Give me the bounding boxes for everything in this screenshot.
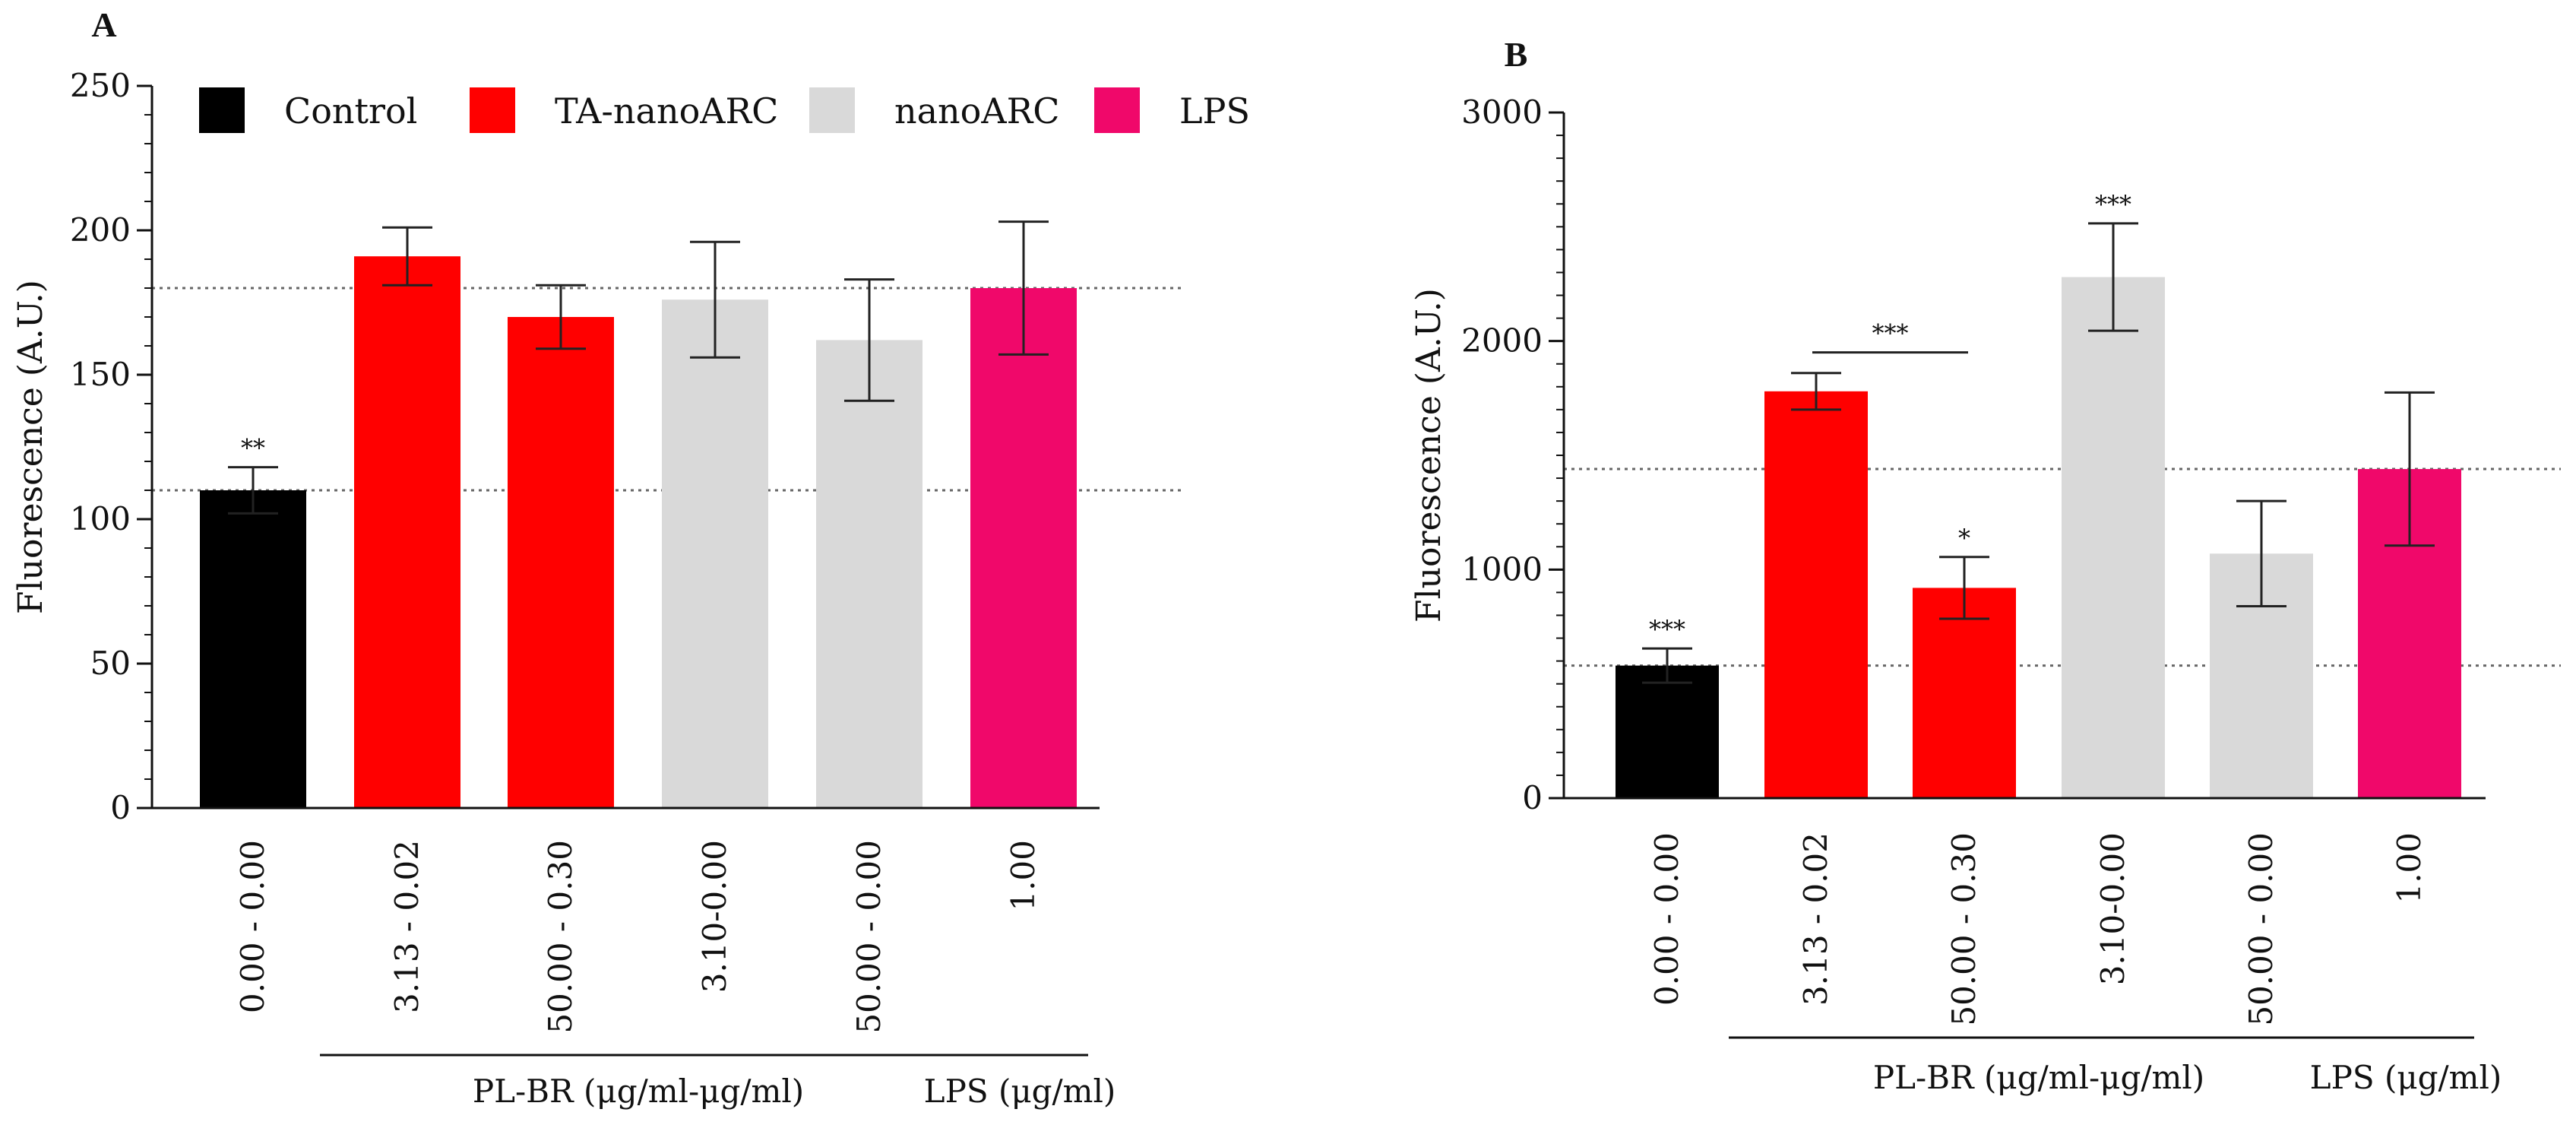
y-tick-label: 0 [1522, 779, 1543, 816]
y-tick-label: 200 [70, 211, 131, 249]
y-tick-label: 250 [70, 67, 131, 104]
x-tick-label: 3.13 - 0.02 [1797, 832, 1834, 1006]
x-tick-label: 0.00 - 0.00 [234, 840, 271, 1013]
legend-label: LPS [1179, 90, 1250, 132]
significance-label: * [1958, 524, 1970, 553]
x-tick-label: 3.13 - 0.02 [388, 840, 426, 1013]
bar [970, 288, 1077, 808]
y-axis-label: Fluorescence (A.U.) [1410, 288, 1448, 623]
legend-swatch [1094, 87, 1140, 133]
bar [1764, 391, 1868, 798]
bar [2062, 277, 2165, 799]
significance-label: *** [1649, 615, 1685, 644]
panel-label: A [91, 5, 116, 44]
legend-label: Control [284, 90, 417, 132]
legend-swatch [470, 87, 515, 133]
x-tick-label: 50.00 - 0.30 [1945, 832, 1983, 1026]
bar [354, 256, 460, 808]
x-tick-label: 50.00 - 0.00 [850, 840, 888, 1034]
x-tick-label: 1.00 [1005, 840, 1042, 911]
significance-label: ** [241, 434, 265, 463]
group-label: LPS (μg/ml) [924, 1073, 1116, 1110]
bar [662, 299, 768, 808]
x-tick-label: 50.00 - 0.00 [2242, 832, 2280, 1026]
legend-swatch [809, 87, 855, 133]
y-tick-label: 100 [70, 500, 131, 537]
group-label: LPS (μg/ml) [2310, 1059, 2502, 1096]
panel-a: A ** 0 50 100 150 200 250 Fluorescence (A.U.) 0.0… [11, 5, 1250, 1110]
comparison-label: *** [1872, 319, 1909, 348]
x-tick-label: 1.00 [2391, 832, 2428, 904]
bar [1913, 588, 2016, 798]
x-tick-label: 3.10-0.00 [696, 840, 733, 993]
y-tick-label: 0 [110, 789, 131, 826]
bar [816, 340, 922, 808]
bar [200, 490, 306, 808]
x-tick-label: 3.10-0.00 [2094, 832, 2131, 985]
panel-label: B [1505, 35, 1528, 74]
y-tick-label: 3000 [1461, 93, 1543, 131]
bar [1616, 665, 1719, 798]
x-tick-label: 50.00 - 0.30 [542, 840, 579, 1034]
y-axis-label: Fluorescence (A.U.) [11, 280, 50, 614]
significance-label: *** [2095, 190, 2131, 219]
group-label: PL-BR (μg/ml-μg/ml) [1873, 1059, 2204, 1096]
y-tick-label: 2000 [1461, 322, 1543, 360]
legend-label: nanoARC [894, 90, 1059, 132]
legend-label: TA-nanoARC [555, 90, 778, 132]
y-tick-label: 150 [70, 356, 131, 393]
x-tick-label: 0.00 - 0.00 [1648, 832, 1685, 1006]
legend-swatch [199, 87, 245, 133]
y-tick-label: 50 [90, 645, 131, 682]
y-tick-label: 1000 [1461, 550, 1543, 588]
bar [508, 317, 614, 808]
group-label: PL-BR (μg/ml-μg/ml) [473, 1073, 804, 1110]
